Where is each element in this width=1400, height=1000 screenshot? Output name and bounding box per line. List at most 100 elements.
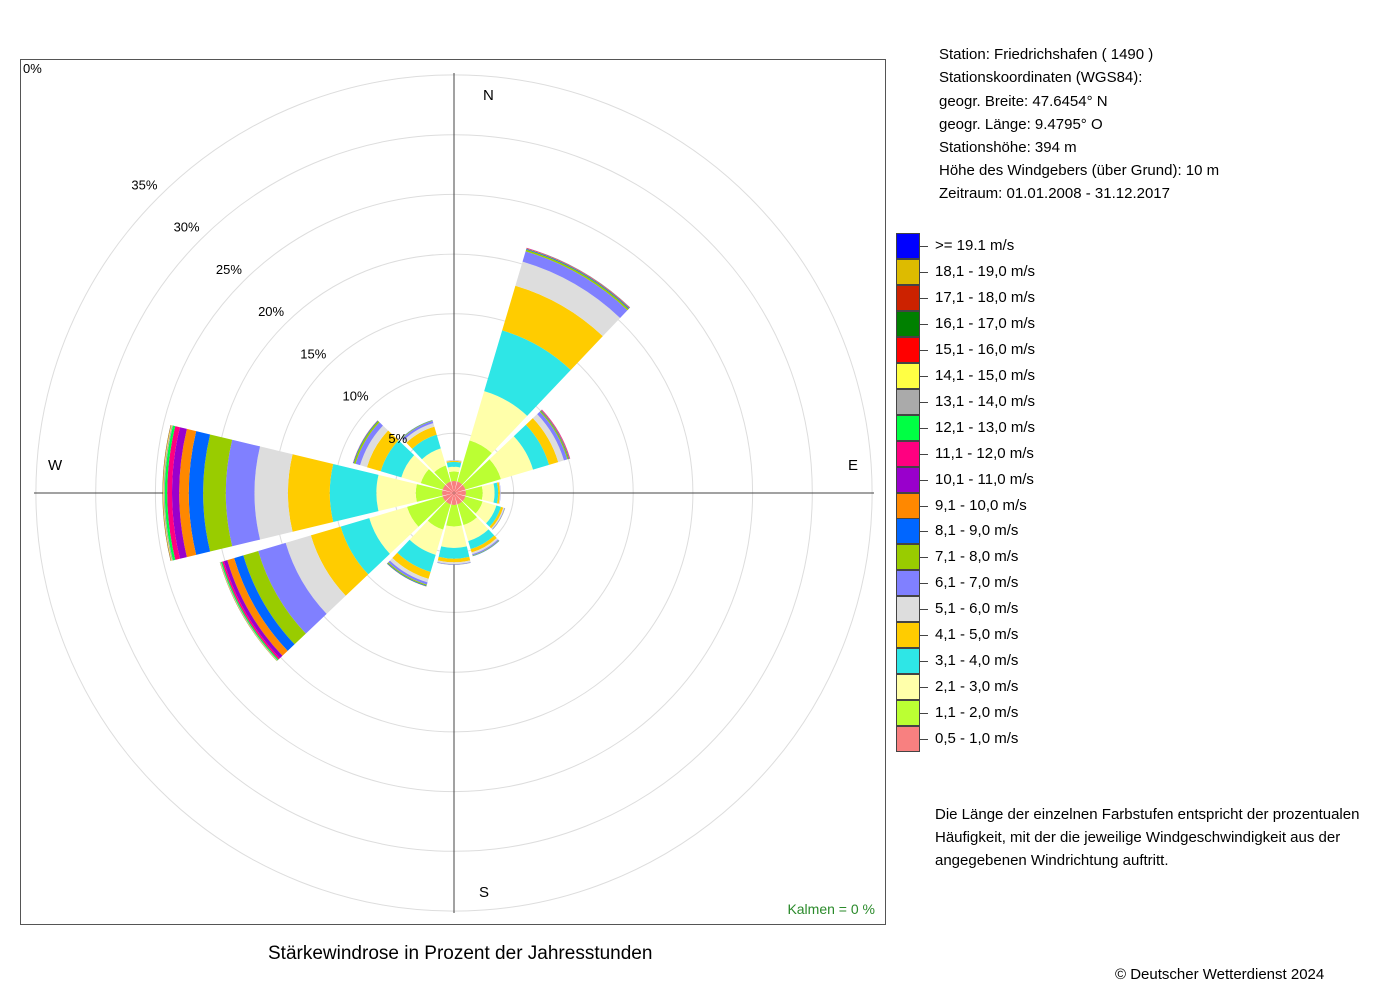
wind-sector-segment xyxy=(388,560,428,585)
wind-sector-segment xyxy=(522,251,628,318)
station-latitude: geogr. Breite: 47.6454° N xyxy=(939,93,1108,110)
radial-tick-label: 35% xyxy=(131,177,157,192)
anemometer-height: Höhe des Windgebers (über Grund): 10 m xyxy=(939,162,1220,179)
wind-sector-segment xyxy=(491,507,505,530)
legend-swatch xyxy=(896,362,920,389)
radial-tick-label: 30% xyxy=(174,220,200,235)
wind-sector-segment xyxy=(203,434,233,552)
legend-tick xyxy=(920,375,928,377)
legend-item: 8,1 - 9,0 m/s xyxy=(896,518,1096,545)
wind-sector-segment xyxy=(392,552,431,579)
legend-tick xyxy=(920,453,928,455)
wind-sector-segment xyxy=(465,486,483,500)
wind-sector-segment xyxy=(164,425,176,561)
legend-swatch xyxy=(896,622,920,649)
wind-sector-segment xyxy=(454,481,463,493)
wind-sector-segment xyxy=(421,448,446,473)
wind-sector-segment xyxy=(427,501,451,530)
legend-swatch xyxy=(896,700,920,727)
legend-label: 6,1 - 7,0 m/s xyxy=(935,574,1019,592)
wind-sector-segment xyxy=(353,421,380,464)
legend-swatch xyxy=(896,674,920,701)
legend-item: 3,1 - 4,0 m/s xyxy=(896,648,1096,675)
legend-item: 11,1 - 12,0 m/s xyxy=(896,440,1096,467)
wind-sector-segment xyxy=(285,535,346,614)
radial-tick-label: 5% xyxy=(388,431,407,446)
wind-sector-segment xyxy=(486,505,501,527)
wind-sector-segment xyxy=(360,425,389,468)
legend-label: 2,1 - 3,0 m/s xyxy=(935,678,1019,696)
wind-sector-segment xyxy=(454,493,463,505)
wind-sector-segment xyxy=(472,539,499,556)
wind-sector-segment xyxy=(481,483,495,503)
legend-label: 12,1 - 13,0 m/s xyxy=(935,418,1036,436)
legend-swatch xyxy=(896,596,920,623)
wind-sector-segment xyxy=(437,560,471,565)
center-percent-label: 0% xyxy=(23,61,42,76)
wind-sector-segment xyxy=(475,501,497,524)
wind-sector-segment xyxy=(420,469,446,490)
legend-swatch xyxy=(896,518,920,545)
station-longitude: geogr. Länge: 9.4795° O xyxy=(939,116,1103,133)
legend-tick xyxy=(920,401,928,403)
legend-label: 11,1 - 12,0 m/s xyxy=(935,444,1034,462)
wind-sector-segment xyxy=(532,414,564,463)
wind-sector-segment xyxy=(412,434,441,460)
wind-sector-segment xyxy=(223,560,283,659)
wind-sector-segment xyxy=(446,460,462,463)
wind-sector-segment xyxy=(167,426,180,560)
wind-sector-segment xyxy=(454,493,466,502)
wind-sector-segment xyxy=(537,411,568,461)
wind-sector-segment xyxy=(445,493,454,505)
wind-sector-segment xyxy=(445,481,454,493)
legend-item: 10,1 - 11,0 m/s xyxy=(896,466,1096,493)
legend-label: 13,1 - 14,0 m/s xyxy=(935,392,1036,410)
legend-tick xyxy=(920,349,928,351)
wind-sector-segment xyxy=(243,551,306,645)
wind-sector-segment xyxy=(447,466,461,473)
calm-label: Kalmen = 0 % xyxy=(787,901,875,917)
wind-sector-segment xyxy=(407,496,446,527)
wind-rose-frame: N E S W 0% 5% 10% 15% 20% 25% 30% 35% Kalmen =… xyxy=(20,59,886,925)
legend-label: 18,1 - 19,0 m/s xyxy=(935,262,1036,280)
legend-tick xyxy=(920,246,928,247)
wind-rose-chart: N E S W 0% 5% 10% 15% 20% 25% 30% 35% Kalmen =… xyxy=(23,61,875,917)
legend-swatch xyxy=(896,388,920,415)
wind-sector-segment xyxy=(499,482,501,504)
wind-sector-segment xyxy=(451,493,457,505)
legend-label: 0,5 - 1,0 m/s xyxy=(935,730,1019,748)
radial-tick-label: 25% xyxy=(216,262,242,277)
legend-item: >= 19.1 m/s xyxy=(896,233,1096,259)
wind-sectors xyxy=(162,247,631,662)
wind-sector-segment xyxy=(498,482,501,504)
legend-swatch xyxy=(896,414,920,441)
wind-sector-segment xyxy=(254,446,293,540)
wind-sector-segment xyxy=(496,482,500,504)
legend-item: 2,1 - 3,0 m/s xyxy=(896,674,1096,701)
legend-swatch xyxy=(896,310,920,337)
legend-tick xyxy=(920,687,928,689)
wind-sector-segment xyxy=(437,562,471,565)
legend-tick xyxy=(920,271,928,273)
legend-swatch xyxy=(896,492,920,519)
legend-swatch xyxy=(896,284,920,311)
legend-label: 9,1 - 10,0 m/s xyxy=(935,496,1027,514)
time-period: Zeitraum: 01.01.2008 - 31.12.2017 xyxy=(939,185,1170,202)
wind-sector-segment xyxy=(462,459,501,490)
wind-sector-segment xyxy=(448,471,460,482)
wind-sector-segment xyxy=(179,428,197,558)
wind-sector-segment xyxy=(355,422,383,466)
wind-sector-segment xyxy=(376,474,417,512)
wind-sector-segment xyxy=(340,518,390,575)
wind-sector-segment xyxy=(415,484,443,502)
legend-item: 7,1 - 8,0 m/s xyxy=(896,544,1096,571)
legend-label: 16,1 - 17,0 m/s xyxy=(935,314,1036,332)
wind-sector-segment xyxy=(188,431,211,555)
wind-sector-segment xyxy=(397,539,436,573)
wind-sector-segment xyxy=(442,484,454,493)
explanation-note: Die Länge der einzelnen Farbstufen entsp… xyxy=(935,806,1360,869)
wind-sector-segment xyxy=(162,424,171,562)
wind-sector-segment xyxy=(515,261,621,337)
legend-tick xyxy=(920,661,928,663)
legend-item: 16,1 - 17,0 m/s xyxy=(896,310,1096,337)
